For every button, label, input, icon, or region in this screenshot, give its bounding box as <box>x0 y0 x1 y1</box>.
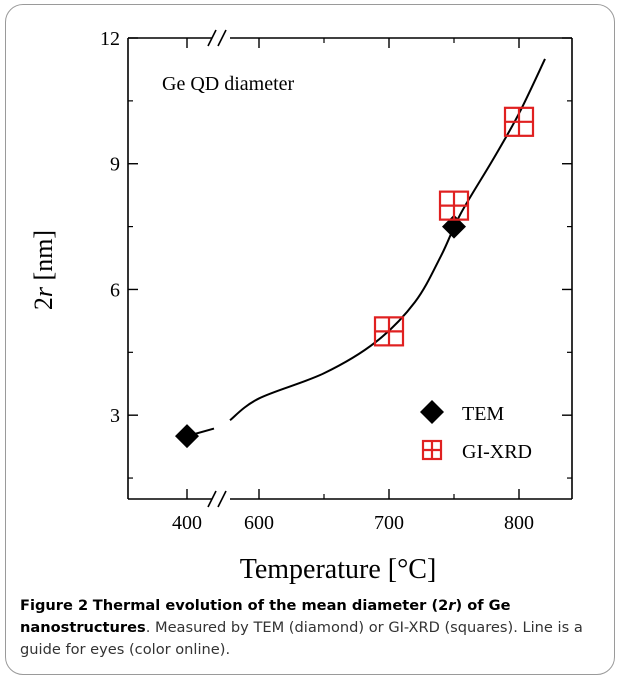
caption-label: Figure 2 <box>20 597 89 614</box>
legend-marker-gixrd <box>421 439 443 461</box>
caption-title-part1: Thermal evolution of the mean diameter (… <box>92 597 449 614</box>
plot-axes <box>127 29 573 508</box>
y-tick-label: 12 <box>100 28 120 50</box>
y-tick-label: 6 <box>110 279 120 301</box>
data-markers <box>175 106 535 449</box>
data-point-gixrd <box>503 106 535 137</box>
axis-break-mark <box>207 29 217 47</box>
x-tick-label: 600 <box>244 512 274 534</box>
legend-label-gixrd: GI-XRD <box>462 441 532 463</box>
guide-line <box>186 58 546 438</box>
data-point-gixrd <box>438 190 470 221</box>
figure-caption: Figure 2 Thermal evolution of the mean d… <box>20 595 605 661</box>
legend: TEM GI-XRD <box>420 400 532 463</box>
legend-label-tem: TEM <box>462 403 504 425</box>
x-tick-label: 400 <box>172 512 202 534</box>
axis-break-mark <box>207 490 217 508</box>
data-point-tem <box>175 424 199 449</box>
y-tick-label: 9 <box>110 154 120 176</box>
axis-ticks <box>128 37 572 499</box>
chart-title: Ge QD diameter <box>162 73 295 95</box>
chart: 3 6 9 12 400 600 700 800 Ge QD diameter Tempera… <box>29 28 573 585</box>
y-axis-label-prefix: 2 <box>29 297 58 310</box>
x-tick-label: 700 <box>374 512 404 534</box>
legend-marker-tem <box>420 400 444 424</box>
data-point-gixrd <box>373 316 405 347</box>
figure-frame <box>5 4 615 675</box>
y-axis-label-italic: r <box>29 286 58 297</box>
axis-break-mark <box>217 490 227 508</box>
y-tick-label: 3 <box>110 405 120 427</box>
caption-title: Thermal evolution of the mean diameter (… <box>20 597 511 636</box>
x-tick-label: 800 <box>504 512 534 534</box>
caption-text: . Measured by TEM (diamond) or GI-XRD (s… <box>20 619 583 658</box>
y-axis-label: 2r [nm] <box>29 230 58 310</box>
caption-title-part2: ) of Ge nanostructures <box>20 597 511 636</box>
x-axis-label: Temperature [°C] <box>240 554 437 585</box>
tick-labels: 3 6 9 12 400 600 700 800 <box>100 28 534 534</box>
caption-title-italic: r <box>448 597 456 614</box>
axis-break-mark <box>217 29 227 47</box>
y-axis-label-suffix: [nm] <box>29 230 58 287</box>
guide-line-curve <box>229 58 546 422</box>
